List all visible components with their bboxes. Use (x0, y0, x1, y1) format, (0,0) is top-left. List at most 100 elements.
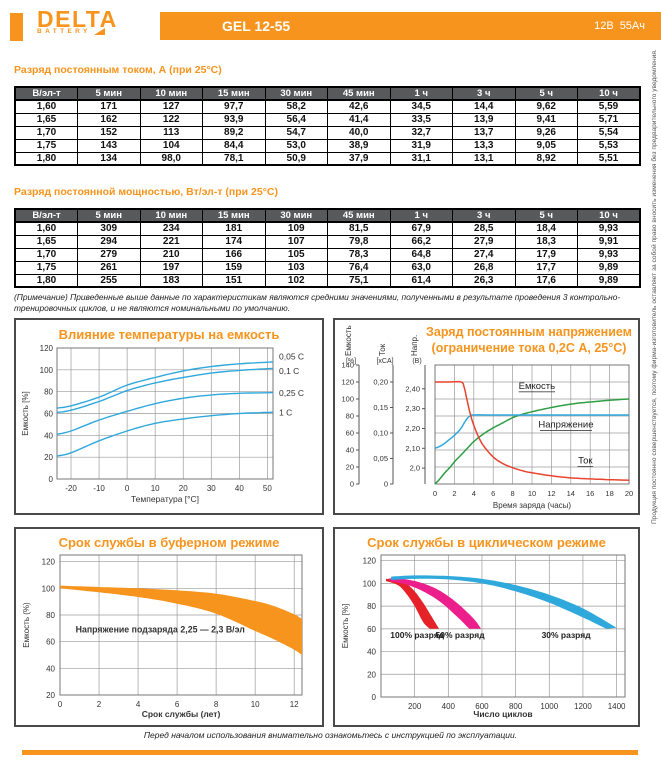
table-cell: 37,9 (327, 151, 391, 166)
chart-buffer-life-panel: Срок службы в буферном режиме 0 2 4 6 8 10 12 2… (14, 527, 324, 727)
svg-text:1400: 1400 (608, 702, 626, 711)
table-cell: 9,93 (577, 247, 641, 262)
svg-text:20: 20 (367, 670, 376, 679)
table-cell: 5,59 (577, 99, 641, 114)
table-cell: 17,6 (514, 273, 578, 288)
svg-text:6: 6 (491, 489, 495, 498)
y-axis-label: Емкость [%] (341, 604, 350, 649)
voltage-value: 12В (594, 20, 614, 32)
table-cell: 31,9 (389, 138, 453, 153)
table-cell: 104 (139, 138, 203, 153)
footer-note: Перед началом использования внимательно … (143, 730, 518, 740)
axis-unit: [xCA] (376, 358, 393, 365)
table-header-cell: 10 мин (139, 208, 203, 223)
svg-text:0,10: 0,10 (373, 428, 388, 437)
annotation: Напряжение подзаряда 2,25 — 2,3 В/эл (76, 624, 245, 634)
chart-charge: 0 2 4 6 8 10 12 14 16 18 20 0 20 40 60 80 100 120 140 Емкос… (341, 325, 633, 510)
svg-text:80: 80 (367, 602, 376, 611)
table-cell: 9,41 (514, 112, 578, 127)
table-cell: 107 (264, 234, 328, 249)
svg-text:0: 0 (125, 484, 130, 493)
svg-text:120: 120 (42, 558, 56, 567)
chart-temperature: -20 -10 0 10 20 30 40 50 0 20 40 60 80 100 120 0,05 C 0,… (21, 344, 304, 504)
table-header-cell: 45 мин (327, 86, 391, 101)
table-header-cell: 5 мин (77, 208, 141, 223)
series-label: 0,05 C (279, 352, 304, 362)
series-label: Ток (578, 456, 593, 467)
svg-text:60: 60 (44, 410, 53, 419)
x-axis-label: Срок службы (лет) (142, 709, 221, 719)
table-header-cell: 5 ч (514, 86, 578, 101)
chart-temperature-title: Влияние температуры на емкость (58, 327, 280, 342)
svg-text:80: 80 (346, 412, 354, 421)
table-cell: 89,2 (202, 125, 266, 140)
svg-text:2,30: 2,30 (405, 404, 420, 413)
table-cell: 9,05 (514, 138, 578, 153)
svg-text:14: 14 (567, 489, 575, 498)
svg-text:8: 8 (214, 700, 219, 709)
table-cell: 234 (139, 221, 203, 236)
svg-text:100: 100 (40, 366, 54, 375)
svg-text:10: 10 (528, 489, 536, 498)
table-cell: 1,60 (14, 221, 78, 236)
table-cell: 210 (139, 247, 203, 262)
table-cell: 102 (264, 273, 328, 288)
table-header-cell: 5 ч (514, 208, 578, 223)
series-label: Емкость (519, 381, 556, 392)
brand-subtitle: BATTERY (37, 28, 91, 35)
table-cell: 9,89 (577, 273, 641, 288)
x-axis-label: Время заряда (часы) (493, 501, 571, 510)
table-cell: 166 (202, 247, 266, 262)
table-cell: 38,9 (327, 138, 391, 153)
svg-text:12: 12 (290, 700, 299, 709)
table-cell: 279 (77, 247, 141, 262)
table-cell: 103 (264, 260, 328, 275)
svg-text:1000: 1000 (540, 702, 558, 711)
table-row: 1,80 134 98,0 78,1 50,9 37,9 31,1 13,1 8,92 5,51 (14, 151, 641, 166)
svg-text:40: 40 (46, 664, 55, 673)
table-cell: 18,3 (514, 234, 578, 249)
table-cell: 9,62 (514, 99, 578, 114)
chart-charge-title: Заряд постоянным напряжением (ограничени… (421, 325, 637, 356)
table-cell: 27,9 (452, 234, 516, 249)
series-label: Напряжение (538, 419, 593, 430)
table-row: 1,70 279 210 166 105 78,3 64,8 27,4 17,9 9,93 (14, 247, 641, 262)
table-cell: 34,5 (389, 99, 453, 114)
svg-text:2: 2 (452, 489, 456, 498)
table-cell: 32,7 (389, 125, 453, 140)
series-label: 1 C (279, 407, 292, 417)
svg-text:0: 0 (372, 693, 377, 702)
table-power-title: Разряд постоянной мощностью, Вт/эл-т (пр… (14, 186, 278, 198)
svg-text:2,40: 2,40 (405, 384, 420, 393)
svg-text:20: 20 (46, 691, 55, 700)
table-cell: 13,9 (452, 112, 516, 127)
life-band (391, 575, 617, 629)
model-title: GEL 12-55 (222, 18, 291, 34)
svg-text:400: 400 (442, 702, 456, 711)
svg-text:8: 8 (511, 489, 515, 498)
table-cell: 151 (202, 273, 266, 288)
svg-text:0,05: 0,05 (373, 454, 388, 463)
table-cell: 13,3 (452, 138, 516, 153)
table-cell: 54,7 (264, 125, 328, 140)
capacity-value: 55Ач (619, 20, 645, 32)
footer-accent-bar (22, 750, 638, 755)
logo-triangle-icon (93, 28, 105, 35)
svg-text:20: 20 (179, 484, 188, 493)
table-cell: 255 (77, 273, 141, 288)
chart-buffer-life-title: Срок службы в буферном режиме (58, 535, 280, 550)
brand-name: DELTA (37, 6, 118, 32)
tables-note: (Примечание) Приведенные выше данные по … (14, 292, 621, 314)
svg-text:140: 140 (341, 361, 354, 370)
chart-charge-panel: Заряд постоянным напряжением (ограничени… (333, 318, 640, 515)
svg-text:-20: -20 (65, 484, 77, 493)
svg-text:2,0: 2,0 (410, 464, 420, 473)
series-line (434, 414, 629, 449)
svg-text:2: 2 (97, 700, 102, 709)
table-cell: 9,26 (514, 125, 578, 140)
table-header-cell: 45 мин (327, 208, 391, 223)
svg-text:-10: -10 (93, 484, 105, 493)
chart-buffer-life: 0 2 4 6 8 10 12 20 40 60 80 100 120 Напряжение подзар… (22, 554, 303, 719)
